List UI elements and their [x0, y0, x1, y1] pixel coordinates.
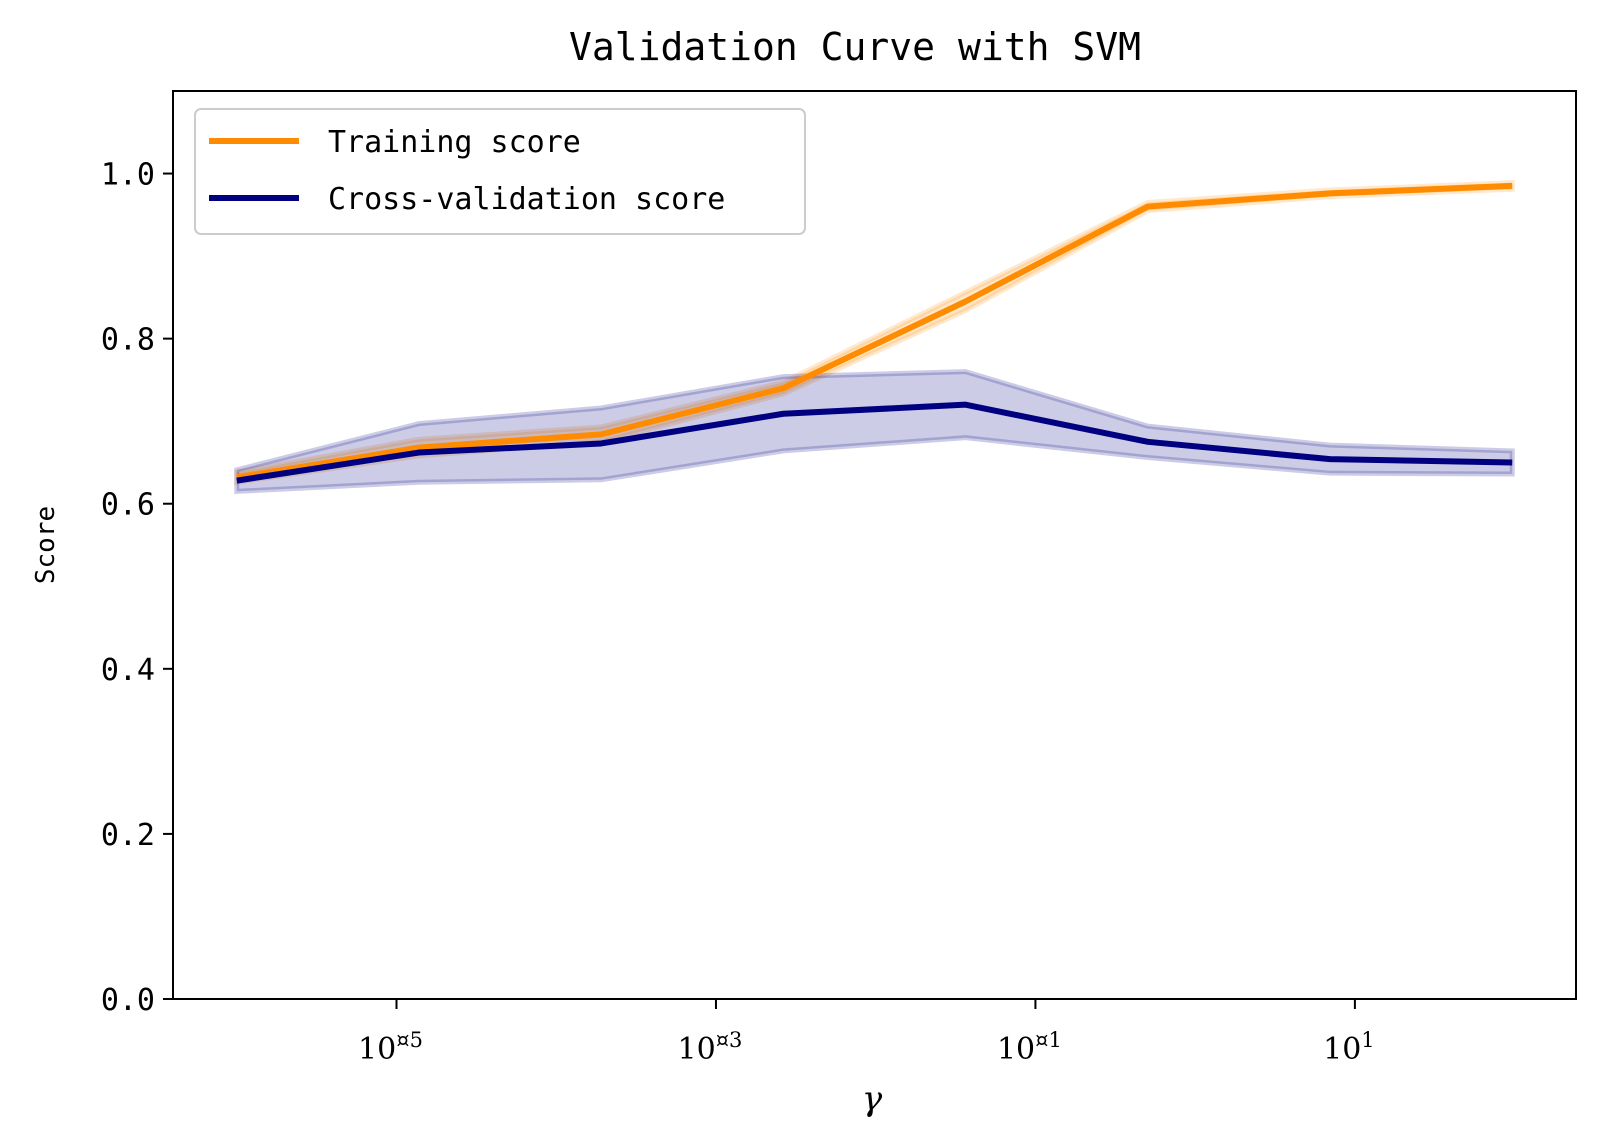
legend-box — [194, 108, 806, 235]
x-tick-label: 10¤1 — [997, 1028, 1062, 1067]
x-tick-label: 10¤3 — [678, 1028, 743, 1067]
x-tick-label: 101 — [1323, 1028, 1375, 1067]
legend-label-1: Cross-validation score — [328, 182, 725, 217]
x-axis-ticks: 10¤5 10¤3 10¤1 101 — [358, 999, 1375, 1067]
plot-area — [173, 91, 1576, 999]
chart-title: Validation Curve with SVM — [569, 25, 1141, 69]
line-series-1 — [236, 401, 1513, 484]
series-lines — [236, 182, 1513, 484]
y-axis-label: Score — [31, 506, 61, 584]
y-tick-label: 0.8 — [101, 323, 155, 358]
legend: Training score Cross-validation score — [194, 108, 806, 235]
y-tick-label: 0.6 — [101, 488, 155, 523]
y-tick-label: 1.0 — [101, 158, 155, 193]
x-tick-label: 10¤5 — [358, 1028, 423, 1067]
plot-frame — [172, 90, 1577, 1000]
band-series-1 — [234, 369, 1515, 494]
y-tick-label: 0.4 — [101, 653, 155, 688]
y-tick-label: 0.2 — [101, 818, 155, 853]
y-axis-ticks: 0.0 0.2 0.4 0.6 0.8 1.0 — [101, 158, 173, 1018]
legend-label-0: Training score — [328, 125, 581, 160]
y-tick-label: 0.0 — [101, 983, 155, 1018]
x-axis-label: γ — [862, 1079, 883, 1119]
line-series-0 — [236, 182, 1513, 481]
